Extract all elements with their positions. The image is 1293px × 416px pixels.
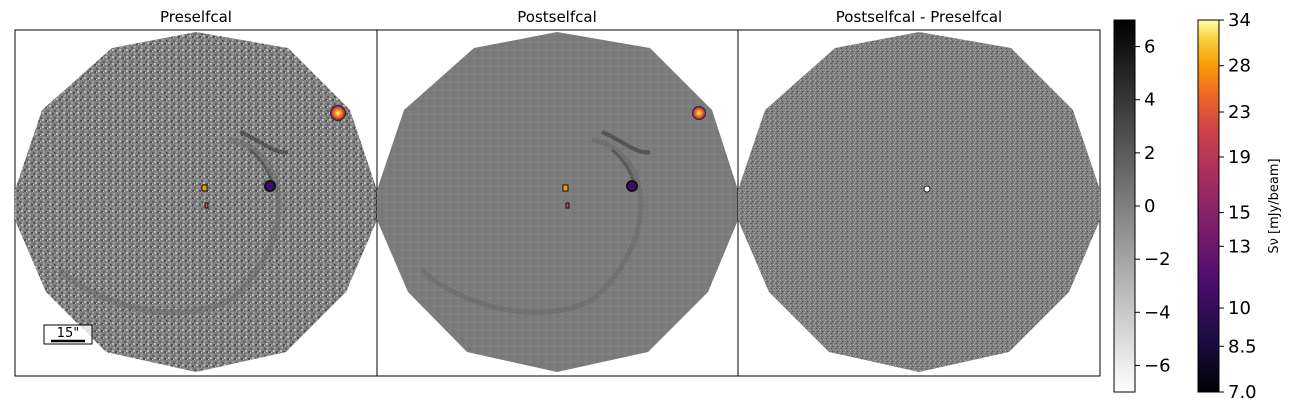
- scalebar-box: [43, 324, 93, 345]
- colorbar-tick-label: 23: [1228, 102, 1251, 123]
- panel-title: Postselfcal: [517, 8, 596, 26]
- colorbar-tick-label: 0: [1144, 196, 1155, 217]
- colorbar-tick-label: 34: [1228, 10, 1251, 31]
- residual-source: [923, 185, 931, 193]
- source-compact: [204, 202, 209, 209]
- colorbar-tick-label: 2: [1144, 143, 1155, 164]
- colorbar-tick-label: 6: [1144, 37, 1155, 58]
- colorbar-tick-label: 7.0: [1228, 382, 1257, 403]
- panel-preselfcal: Preselfcal 15": [14, 8, 378, 377]
- colorbar-tick-label: 13: [1228, 236, 1251, 257]
- colorbar-tick-label: 4: [1144, 90, 1155, 111]
- source-dark: [626, 180, 638, 192]
- source-dark: [264, 180, 276, 192]
- colorbar-tick-label: 8.5: [1228, 336, 1257, 357]
- colorbar-gradient: [1197, 19, 1220, 393]
- colorbar-gray: 6 4 2 0 −2 −4 −6: [1113, 19, 1171, 393]
- source-bright: [692, 106, 706, 120]
- colorbar-label: Sν [mJy/beam]: [1267, 158, 1282, 253]
- source-bright: [330, 105, 346, 121]
- colorbar-tick-label: 28: [1228, 56, 1251, 77]
- image-footprint: [15, 32, 377, 372]
- image-footprint: [377, 32, 738, 372]
- colorbar-tick-label: −4: [1144, 302, 1171, 323]
- colorbar-inferno: 34 28 23 19 15 13 10 8.5 7.0 Sν [mJy/beam]: [1197, 10, 1282, 403]
- colorbar-ticks: 6 4 2 0 −2 −4 −6: [1135, 37, 1171, 376]
- colorbar-tick-label: −6: [1144, 355, 1171, 376]
- colorbar-ticks: 34 28 23 19 15 13 10 8.5 7.0: [1219, 10, 1257, 403]
- filament: [601, 130, 651, 155]
- colorbar-gradient: [1113, 19, 1136, 393]
- colorbar-tick-label: 19: [1228, 147, 1251, 168]
- colorbar-tick-label: 10: [1228, 298, 1251, 319]
- source-compact: [201, 184, 208, 192]
- colorbar-tick-label: −2: [1144, 249, 1171, 270]
- image-footprint: [738, 32, 1100, 372]
- source-compact: [565, 202, 570, 209]
- source-compact: [562, 184, 569, 192]
- panel-difference: Postselfcal - Preselfcal: [737, 8, 1101, 377]
- filament: [239, 130, 289, 155]
- panel-postselfcal: Postselfcal: [376, 8, 739, 377]
- ring-structure: [57, 137, 282, 316]
- ring-structure: [420, 137, 644, 315]
- scalebar-label: 15": [57, 326, 80, 341]
- scalebar: 15": [43, 324, 93, 345]
- colorbar-tick-label: 15: [1228, 203, 1251, 224]
- panel-title: Preselfcal: [160, 8, 232, 26]
- panel-title: Postselfcal - Preselfcal: [836, 8, 1002, 26]
